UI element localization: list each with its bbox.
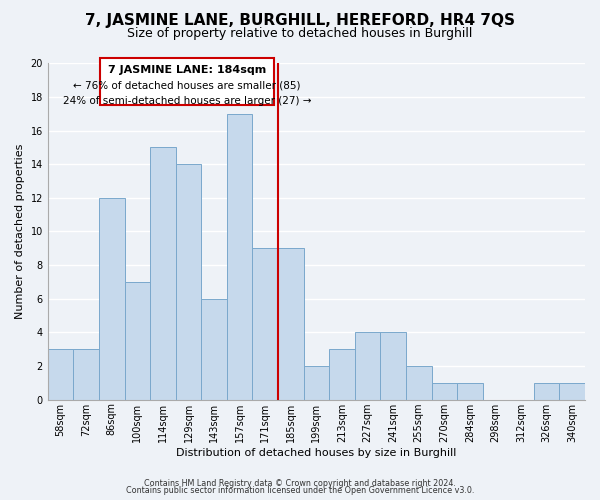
- Bar: [73, 349, 99, 400]
- Bar: [253, 248, 278, 400]
- Bar: [278, 248, 304, 400]
- Text: Size of property relative to detached houses in Burghill: Size of property relative to detached ho…: [127, 28, 473, 40]
- FancyBboxPatch shape: [100, 58, 274, 106]
- Bar: [431, 383, 457, 400]
- Text: 7 JASMINE LANE: 184sqm: 7 JASMINE LANE: 184sqm: [108, 65, 266, 75]
- Text: 7, JASMINE LANE, BURGHILL, HEREFORD, HR4 7QS: 7, JASMINE LANE, BURGHILL, HEREFORD, HR4…: [85, 12, 515, 28]
- Bar: [304, 366, 329, 400]
- Bar: [176, 164, 201, 400]
- Bar: [125, 282, 150, 400]
- Bar: [99, 198, 125, 400]
- Bar: [355, 332, 380, 400]
- Text: ← 76% of detached houses are smaller (85): ← 76% of detached houses are smaller (85…: [73, 81, 301, 91]
- X-axis label: Distribution of detached houses by size in Burghill: Distribution of detached houses by size …: [176, 448, 457, 458]
- Text: Contains public sector information licensed under the Open Government Licence v3: Contains public sector information licen…: [126, 486, 474, 495]
- Bar: [329, 349, 355, 400]
- Text: Contains HM Land Registry data © Crown copyright and database right 2024.: Contains HM Land Registry data © Crown c…: [144, 478, 456, 488]
- Text: 24% of semi-detached houses are larger (27) →: 24% of semi-detached houses are larger (…: [63, 96, 311, 106]
- Bar: [380, 332, 406, 400]
- Bar: [559, 383, 585, 400]
- Bar: [150, 148, 176, 400]
- Y-axis label: Number of detached properties: Number of detached properties: [15, 144, 25, 319]
- Bar: [201, 298, 227, 400]
- Bar: [48, 349, 73, 400]
- Bar: [457, 383, 482, 400]
- Bar: [406, 366, 431, 400]
- Bar: [227, 114, 253, 400]
- Bar: [534, 383, 559, 400]
